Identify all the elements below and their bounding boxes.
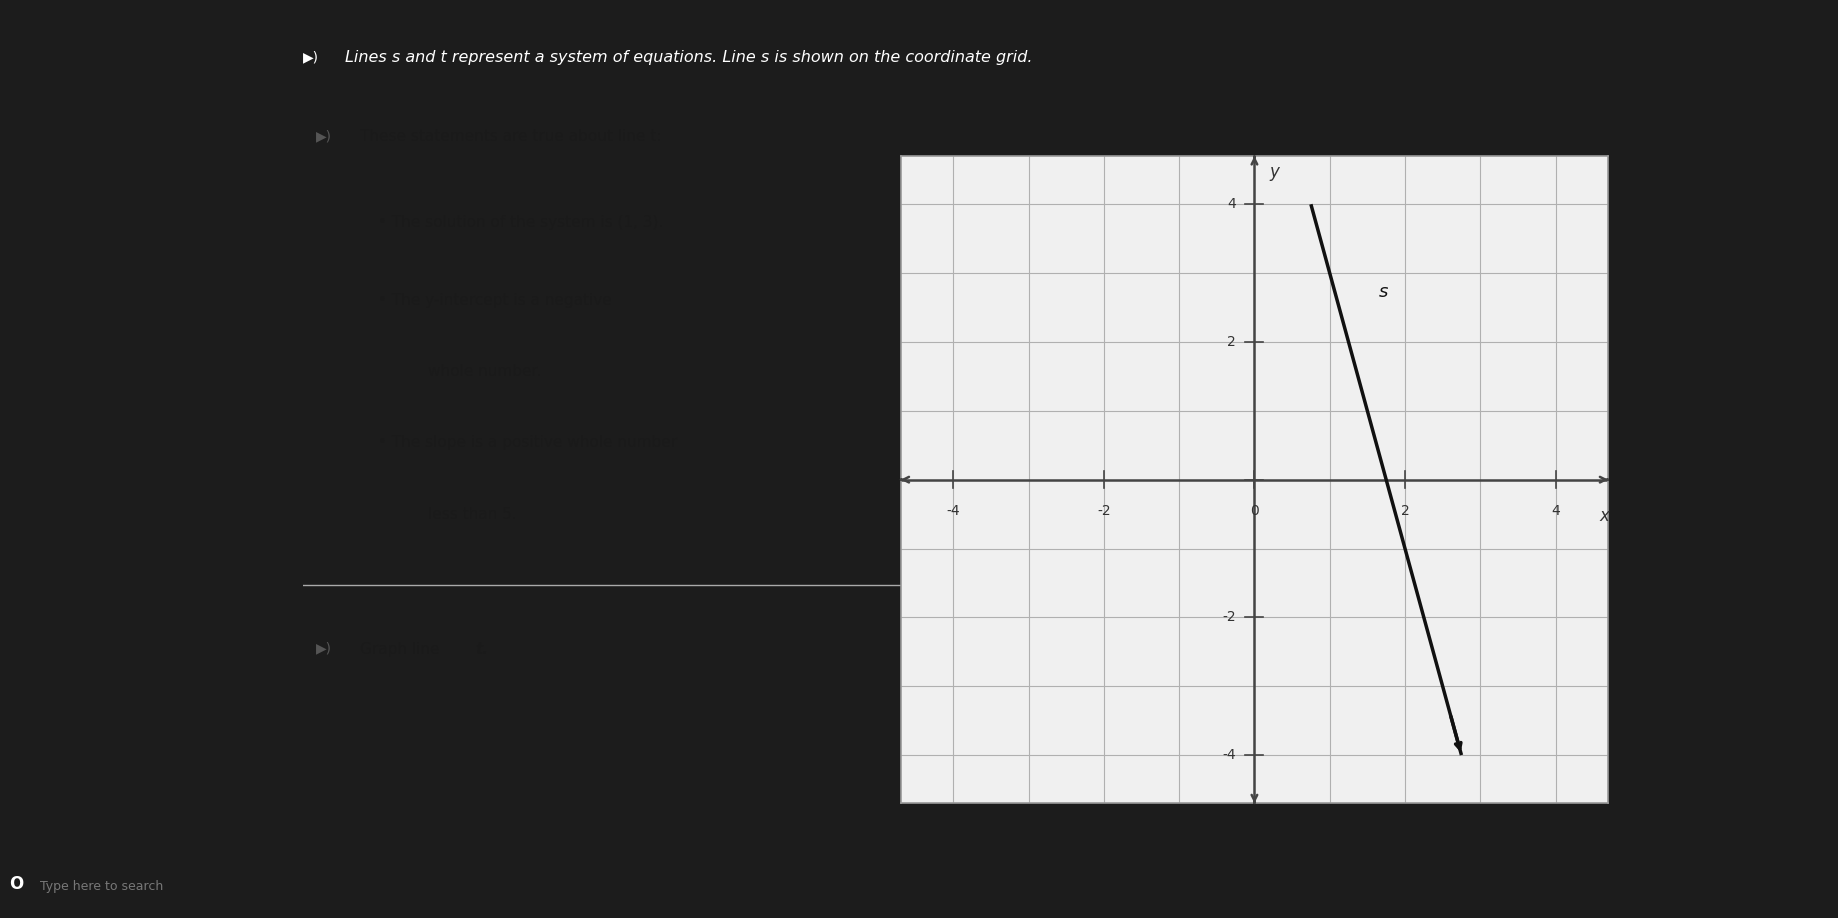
Text: 2: 2 [1228,335,1235,349]
Text: These statements are true about line t:: These statements are true about line t: [360,129,662,144]
Text: whole number.: whole number. [428,364,542,379]
Text: y: y [1270,162,1279,181]
Text: x: x [1599,507,1610,525]
Text: t.: t. [474,642,489,656]
Text: -4: -4 [1222,748,1235,762]
Text: -2: -2 [1222,610,1235,624]
Text: • The y-intercept is a negative: • The y-intercept is a negative [379,293,612,308]
Text: 4: 4 [1228,197,1235,211]
Text: • The solution of the system is (1, 3).: • The solution of the system is (1, 3). [379,215,664,230]
Text: ▶): ▶) [316,129,333,143]
Text: s: s [1378,283,1388,300]
Text: ▶): ▶) [303,50,320,64]
Text: -4: -4 [947,504,959,518]
Text: O: O [9,875,24,892]
Text: Type here to search: Type here to search [40,880,164,893]
Text: 2: 2 [1401,504,1410,518]
Text: 4: 4 [1551,504,1560,518]
Text: 0: 0 [1250,504,1259,518]
Text: ▶): ▶) [316,642,333,655]
Text: -2: -2 [1097,504,1110,518]
Text: Lines s and t represent a system of equations. Line s is shown on the coordinate: Lines s and t represent a system of equa… [346,50,1033,65]
Text: less than 5.: less than 5. [428,507,516,521]
Text: Graph line: Graph line [360,642,445,656]
Text: • The slope is a positive whole number: • The slope is a positive whole number [379,435,678,451]
